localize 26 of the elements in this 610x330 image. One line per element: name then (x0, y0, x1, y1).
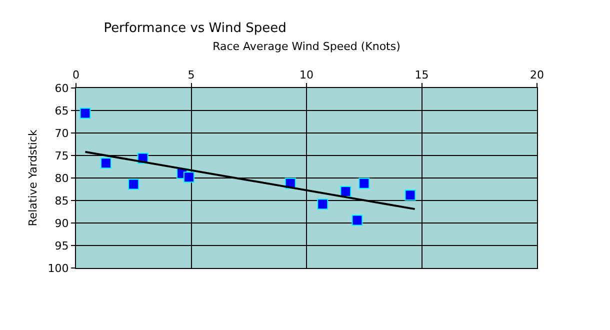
x-tick-label: 15 (414, 68, 429, 82)
point (128, 178, 140, 190)
point (404, 190, 416, 201)
y-tick-label: 95 (54, 239, 69, 252)
point (340, 186, 352, 197)
x-axis-title: Race Average Wind Speed (Knots) (212, 40, 400, 54)
y-tick-label: 85 (54, 194, 69, 208)
point (80, 108, 91, 119)
x-tick-label: 10 (300, 68, 314, 82)
x-tick-label: 5 (188, 68, 195, 82)
y-tick-label: 65 (54, 104, 69, 118)
point (317, 198, 328, 210)
x-tick-label: 20 (530, 68, 544, 82)
y-tick-label: 70 (54, 126, 69, 140)
point (352, 214, 363, 226)
y-tick-label: 60 (54, 82, 69, 95)
y-tick-label: 80 (54, 172, 69, 185)
y-tick-label: 100 (48, 262, 69, 275)
point (358, 178, 370, 189)
y-tick-label: 75 (54, 149, 69, 162)
y-tick-label: 90 (54, 216, 69, 230)
y-axis-title: Relative Yardstick (26, 129, 40, 226)
point (100, 158, 112, 169)
chart-title: Performance vs Wind Speed (104, 21, 286, 36)
point (183, 172, 194, 183)
x-tick-label: 0 (72, 68, 80, 82)
